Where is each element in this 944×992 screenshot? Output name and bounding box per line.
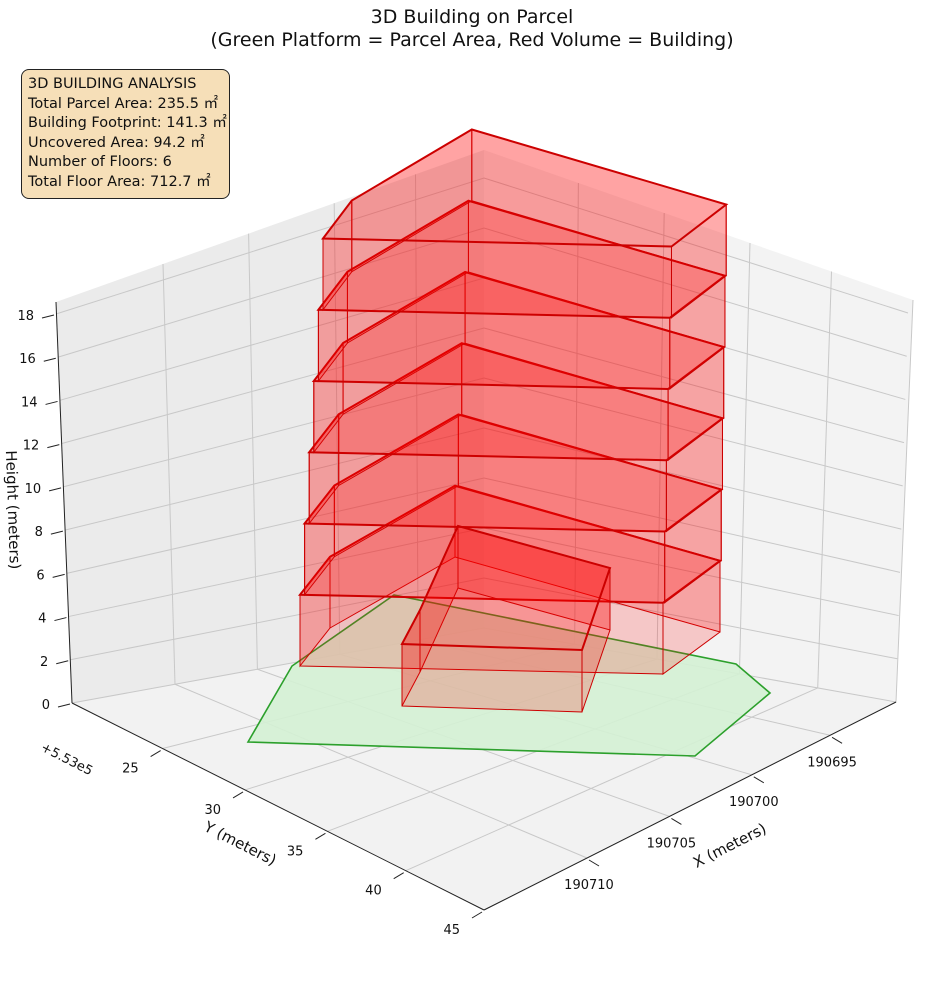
building-analysis-box: 3D BUILDING ANALYSIS Total Parcel Area: … — [21, 69, 230, 199]
grid-line-y — [405, 271, 832, 872]
z-tick — [43, 357, 56, 362]
z-tick-label: 6 — [36, 568, 44, 583]
building-volume — [297, 128, 729, 713]
z-tick-label: 10 — [25, 482, 42, 497]
z-tick — [50, 530, 64, 535]
analysis-heading: 3D BUILDING ANALYSIS — [28, 76, 197, 92]
grid-line-z — [70, 577, 898, 661]
z-tick-label: 14 — [21, 395, 38, 410]
grid-line-x — [248, 233, 670, 817]
y-tick — [315, 832, 326, 840]
z-tick — [56, 660, 69, 665]
grid-line-z — [64, 427, 902, 531]
z-tick — [45, 400, 58, 405]
x-tick — [753, 776, 765, 784]
y-tick — [471, 911, 483, 919]
building-footprint: Building Footprint: 141.3 ㎡ — [28, 115, 227, 132]
grid-line-z — [66, 477, 901, 574]
building-floor-wall — [313, 380, 669, 461]
y-axis-label: Y (meters) — [200, 817, 279, 869]
z-axis-label: Height (meters) — [2, 450, 24, 570]
y-tick — [232, 791, 244, 799]
y-tick — [393, 872, 404, 880]
chart-title-line1: 3D Building on Parcel — [370, 6, 574, 28]
z-tick-label: 0 — [42, 698, 50, 713]
x-tick — [588, 859, 600, 867]
grid-line-x — [162, 263, 588, 859]
z-tick-label: 4 — [38, 612, 46, 627]
grid-line-z — [57, 227, 907, 358]
building-floor-wall — [317, 309, 671, 390]
building-floor-slab — [321, 128, 729, 248]
grid-line-z — [62, 377, 903, 488]
x-tick-label: 190705 — [647, 836, 697, 851]
building-floor-wall — [322, 237, 672, 319]
z-tick — [52, 573, 65, 578]
y-tick-label: 25 — [122, 762, 139, 777]
z-tick-label: 16 — [19, 352, 36, 367]
z-tick-label: 8 — [35, 525, 43, 540]
annex-wall — [401, 643, 583, 713]
x-tick-label: 190700 — [729, 795, 779, 810]
uncovered-area: Uncovered Area: 94.2 ㎡ — [28, 134, 205, 151]
z-axis-line — [55, 301, 73, 704]
x-tick — [671, 817, 682, 825]
tick-marks — [41, 314, 843, 919]
z-tick-label: 2 — [40, 655, 48, 670]
x-tick — [831, 736, 843, 744]
x-tick-label: 190710 — [564, 878, 614, 893]
y-tick-label: 40 — [365, 884, 382, 899]
total-floor-area: Total Floor Area: 712.7 ㎡ — [28, 173, 211, 190]
x-axis-label: X (meters) — [690, 819, 769, 871]
z-tick — [47, 444, 60, 449]
z-tick — [54, 617, 67, 622]
grid-line-z — [61, 327, 905, 445]
y-tick-label: 35 — [287, 844, 304, 859]
z-tick — [48, 487, 62, 492]
x-tick-label: 190695 — [807, 755, 857, 770]
tick-labels: 0 2 4 6 8 10 12 14 16 18 25 30 35 40 45 190695 190700 190… — [17, 309, 856, 938]
building-floor-wall — [308, 451, 667, 533]
chart-title: 3D Building on Parcel (Green Platform = … — [0, 6, 944, 52]
y-tick-label: 30 — [204, 803, 221, 818]
y-axis-line — [71, 702, 485, 911]
annex-roof — [400, 524, 612, 652]
total-parcel-area: Total Parcel Area: 235.5 ㎡ — [28, 95, 219, 112]
z-tick-label: 18 — [17, 309, 34, 324]
grid-line-z — [55, 177, 909, 315]
chart-title-line2: (Green Platform = Parcel Area, Red Volum… — [210, 29, 734, 51]
z-tick — [57, 703, 71, 708]
z-tick-label: 12 — [23, 439, 40, 454]
z-tick — [41, 314, 55, 319]
y-offset-text: +5.53e5 — [38, 740, 95, 779]
parcel-platform — [246, 594, 772, 757]
x-axis-line — [483, 701, 897, 911]
y-tick — [150, 750, 161, 757]
number-of-floors: Number of Floors: 6 — [28, 154, 172, 171]
pane-right — [484, 150, 913, 702]
y-tick-label: 45 — [443, 923, 460, 938]
pane-left — [56, 150, 484, 703]
